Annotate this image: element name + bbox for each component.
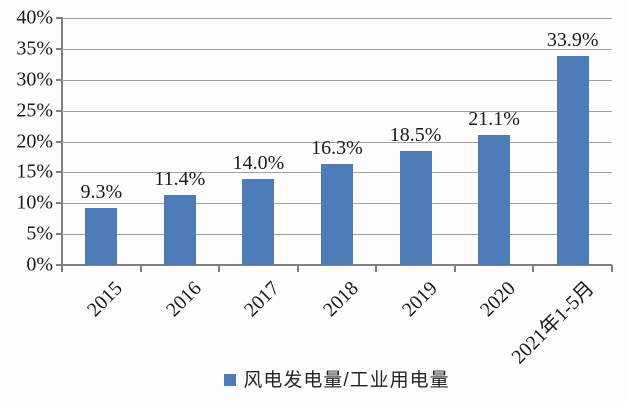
x-axis-tick <box>375 265 378 272</box>
x-axis-tick-label: 2018 <box>319 277 363 322</box>
x-axis-tick <box>611 265 613 272</box>
y-axis-tick <box>56 202 62 205</box>
plot-area: 0% 5% 10% 15% 20% 25% 30% 35% 40% 9.3% 2015 11.4% 20… <box>16 8 613 368</box>
x-axis-tick <box>218 265 221 272</box>
bar-value-label: 16.3% <box>311 137 363 160</box>
y-axis-tick <box>56 17 62 19</box>
bar <box>85 207 118 265</box>
bar <box>242 178 275 265</box>
legend-marker-icon <box>224 374 237 386</box>
y-axis-tick-label: 20% <box>16 130 53 153</box>
bar <box>163 194 196 265</box>
legend: 风电发电量/工业用电量 <box>62 368 612 392</box>
x-axis-tick-label: 2016 <box>161 277 206 322</box>
x-axis-line <box>61 264 612 266</box>
y-axis-tick <box>56 109 62 112</box>
x-axis-tick <box>61 265 63 272</box>
bar-value-label: 14.0% <box>232 151 285 174</box>
bar <box>556 55 589 265</box>
y-axis-tick <box>56 264 62 266</box>
gridline <box>62 48 612 50</box>
x-axis-tick <box>139 265 142 272</box>
x-axis-tick-label: 2015 <box>83 277 128 322</box>
y-axis-tick-label: 0% <box>26 253 53 276</box>
gridline <box>62 110 612 112</box>
bar-value-label: 18.5% <box>389 123 442 146</box>
y-axis-tick-label: 5% <box>26 222 53 245</box>
bar-value-label: 33.9% <box>546 28 599 51</box>
y-axis-tick-label: 35% <box>16 37 53 60</box>
bar <box>321 164 353 265</box>
gridline <box>62 18 612 19</box>
y-axis-tick-label: 15% <box>16 160 53 183</box>
x-axis-tick <box>453 265 456 272</box>
bar <box>478 134 511 265</box>
x-axis-tick <box>296 265 299 272</box>
x-axis-tick <box>532 265 535 272</box>
bar-value-label: 9.3% <box>80 180 123 203</box>
bar-value-label: 21.1% <box>468 107 520 130</box>
gridline <box>62 141 612 143</box>
x-axis-tick-label: 2017 <box>240 277 285 322</box>
bar <box>399 150 432 265</box>
y-axis-tick <box>56 171 62 174</box>
x-axis-tick-label: 2021年1-5月 <box>507 277 599 369</box>
y-axis-tick-label: 40% <box>16 6 53 29</box>
x-axis-tick-label: 2020 <box>476 277 521 322</box>
y-axis-tick-label: 30% <box>16 68 53 91</box>
gridline <box>62 79 612 81</box>
y-axis-tick-label: 25% <box>16 99 53 122</box>
y-axis-tick <box>56 78 62 81</box>
y-axis-tick-label: 10% <box>16 191 53 214</box>
legend-label: 风电发电量/工业用电量 <box>243 369 450 391</box>
y-axis-tick <box>56 233 62 236</box>
y-axis-tick <box>56 140 62 143</box>
x-axis-tick-label: 2019 <box>397 277 442 322</box>
y-axis-tick <box>56 47 62 50</box>
bar-value-label: 11.4% <box>154 167 206 190</box>
